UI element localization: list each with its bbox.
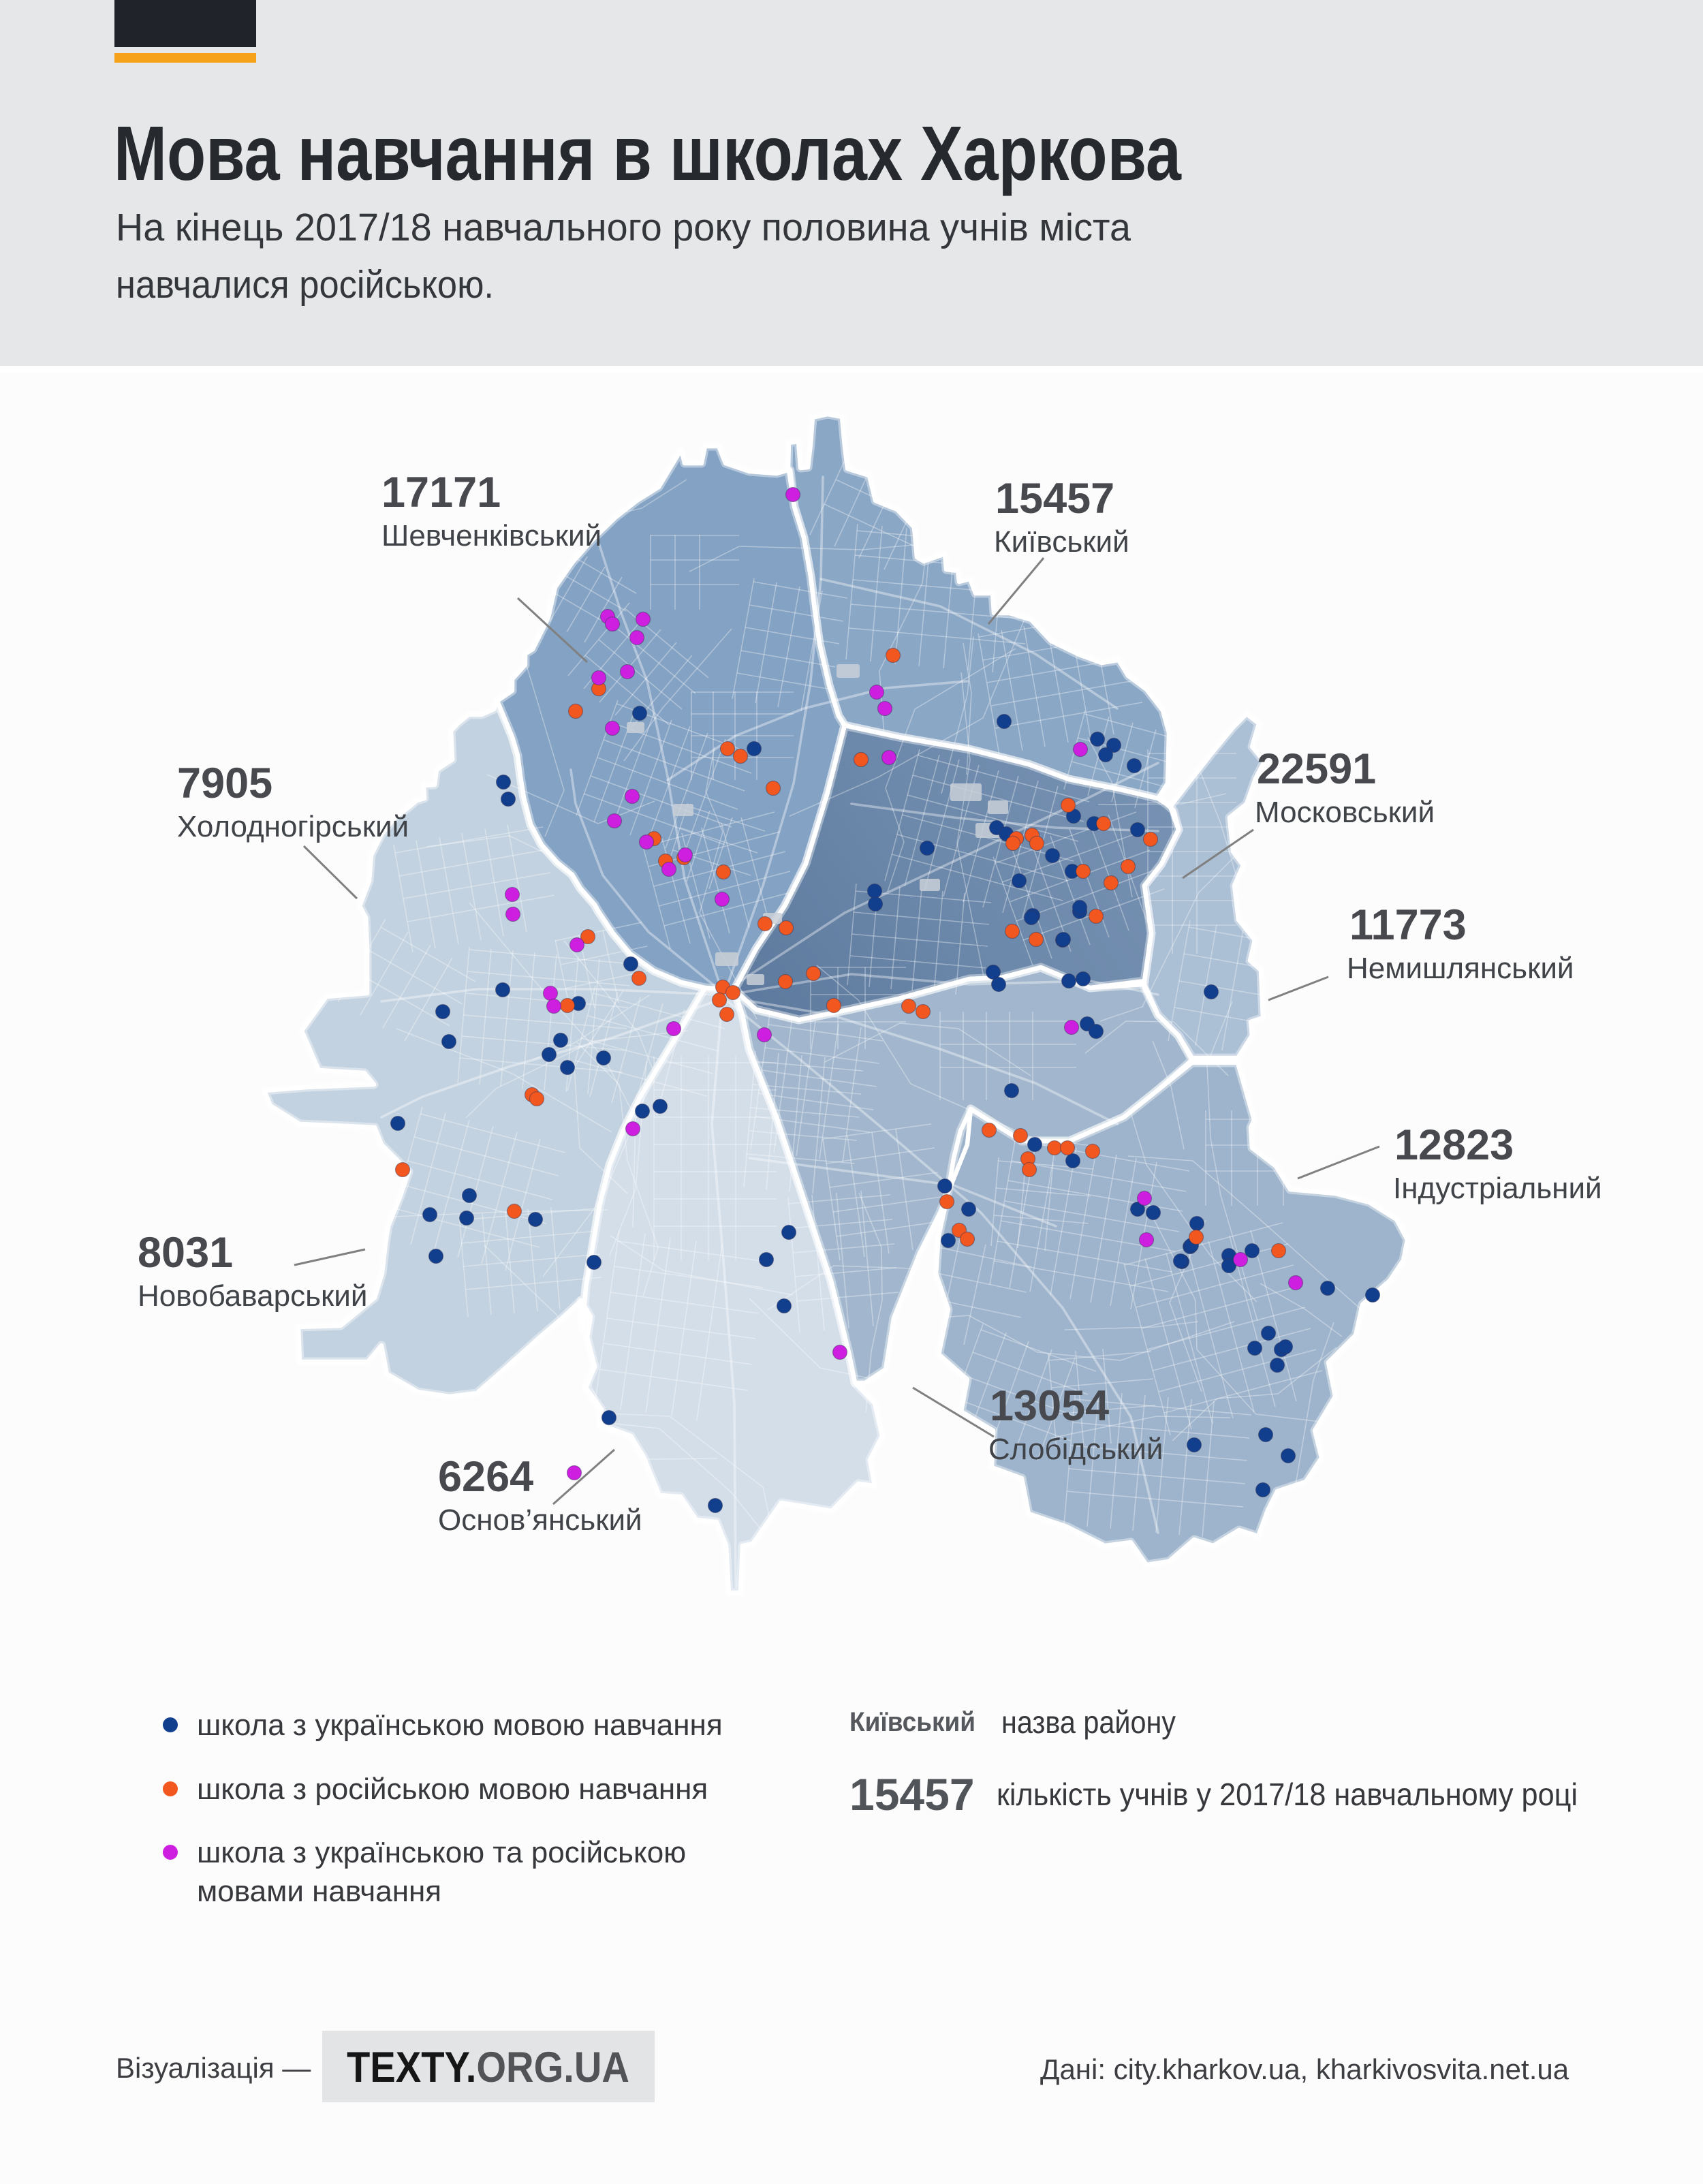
svg-text:TEXTY.ORG.UA: TEXTY.ORG.UA [347, 2044, 629, 2091]
svg-text:Дані: city.kharkov.ua, kharkiv: Дані: city.kharkov.ua, kharkivosvita.net… [1040, 2053, 1569, 2085]
svg-text:школа з українською мовою навч: школа з українською мовою навчання [197, 1709, 723, 1742]
svg-text:На кінець 2017/18 навчального: На кінець 2017/18 навчального року полов… [116, 206, 1131, 249]
svg-text:Візуалізація —: Візуалізація — [116, 2052, 311, 2084]
svg-text:Індустріальний: Індустріальний [1393, 1172, 1602, 1205]
svg-text:мовами навчання: мовами навчання [197, 1875, 441, 1908]
svg-text:школа з українською та російсь: школа з українською та російською [197, 1836, 686, 1869]
svg-text:навчалися російською.: навчалися російською. [116, 263, 494, 307]
svg-text:Слобідський: Слобідський [988, 1433, 1163, 1466]
svg-text:22591: 22591 [1257, 745, 1376, 793]
svg-text:15457: 15457 [849, 1769, 975, 1820]
svg-text:8031: 8031 [138, 1229, 233, 1277]
svg-text:кількість учнів у 2017/18 навч: кількість учнів у 2017/18 навчальному ро… [997, 1777, 1578, 1812]
svg-text:Основ’янський: Основ’янський [438, 1503, 642, 1537]
svg-text:11773: 11773 [1349, 901, 1467, 949]
svg-text:Мова навчання в школах Харкова: Мова навчання в школах Харкова [114, 110, 1182, 196]
svg-text:Київський: Київський [994, 525, 1129, 559]
svg-text:Київський: Київський [849, 1707, 975, 1737]
svg-text:Холодногірський: Холодногірський [177, 810, 409, 843]
svg-text:Немишлянський: Немишлянський [1347, 952, 1574, 985]
svg-text:13054: 13054 [990, 1382, 1109, 1430]
svg-text:12823: 12823 [1394, 1121, 1514, 1169]
svg-text:назва району: назва району [1001, 1704, 1176, 1740]
svg-text:Новобаварський: Новобаварський [138, 1279, 367, 1313]
svg-text:15457: 15457 [995, 475, 1114, 522]
svg-text:6264: 6264 [438, 1453, 533, 1501]
svg-text:школа з російською мовою навча: школа з російською мовою навчання [197, 1773, 708, 1806]
svg-text:Московський: Московський [1255, 796, 1435, 829]
svg-text:17171: 17171 [381, 469, 501, 516]
svg-text:Шевченківський: Шевченківський [381, 519, 601, 552]
svg-text:7905: 7905 [177, 760, 272, 807]
